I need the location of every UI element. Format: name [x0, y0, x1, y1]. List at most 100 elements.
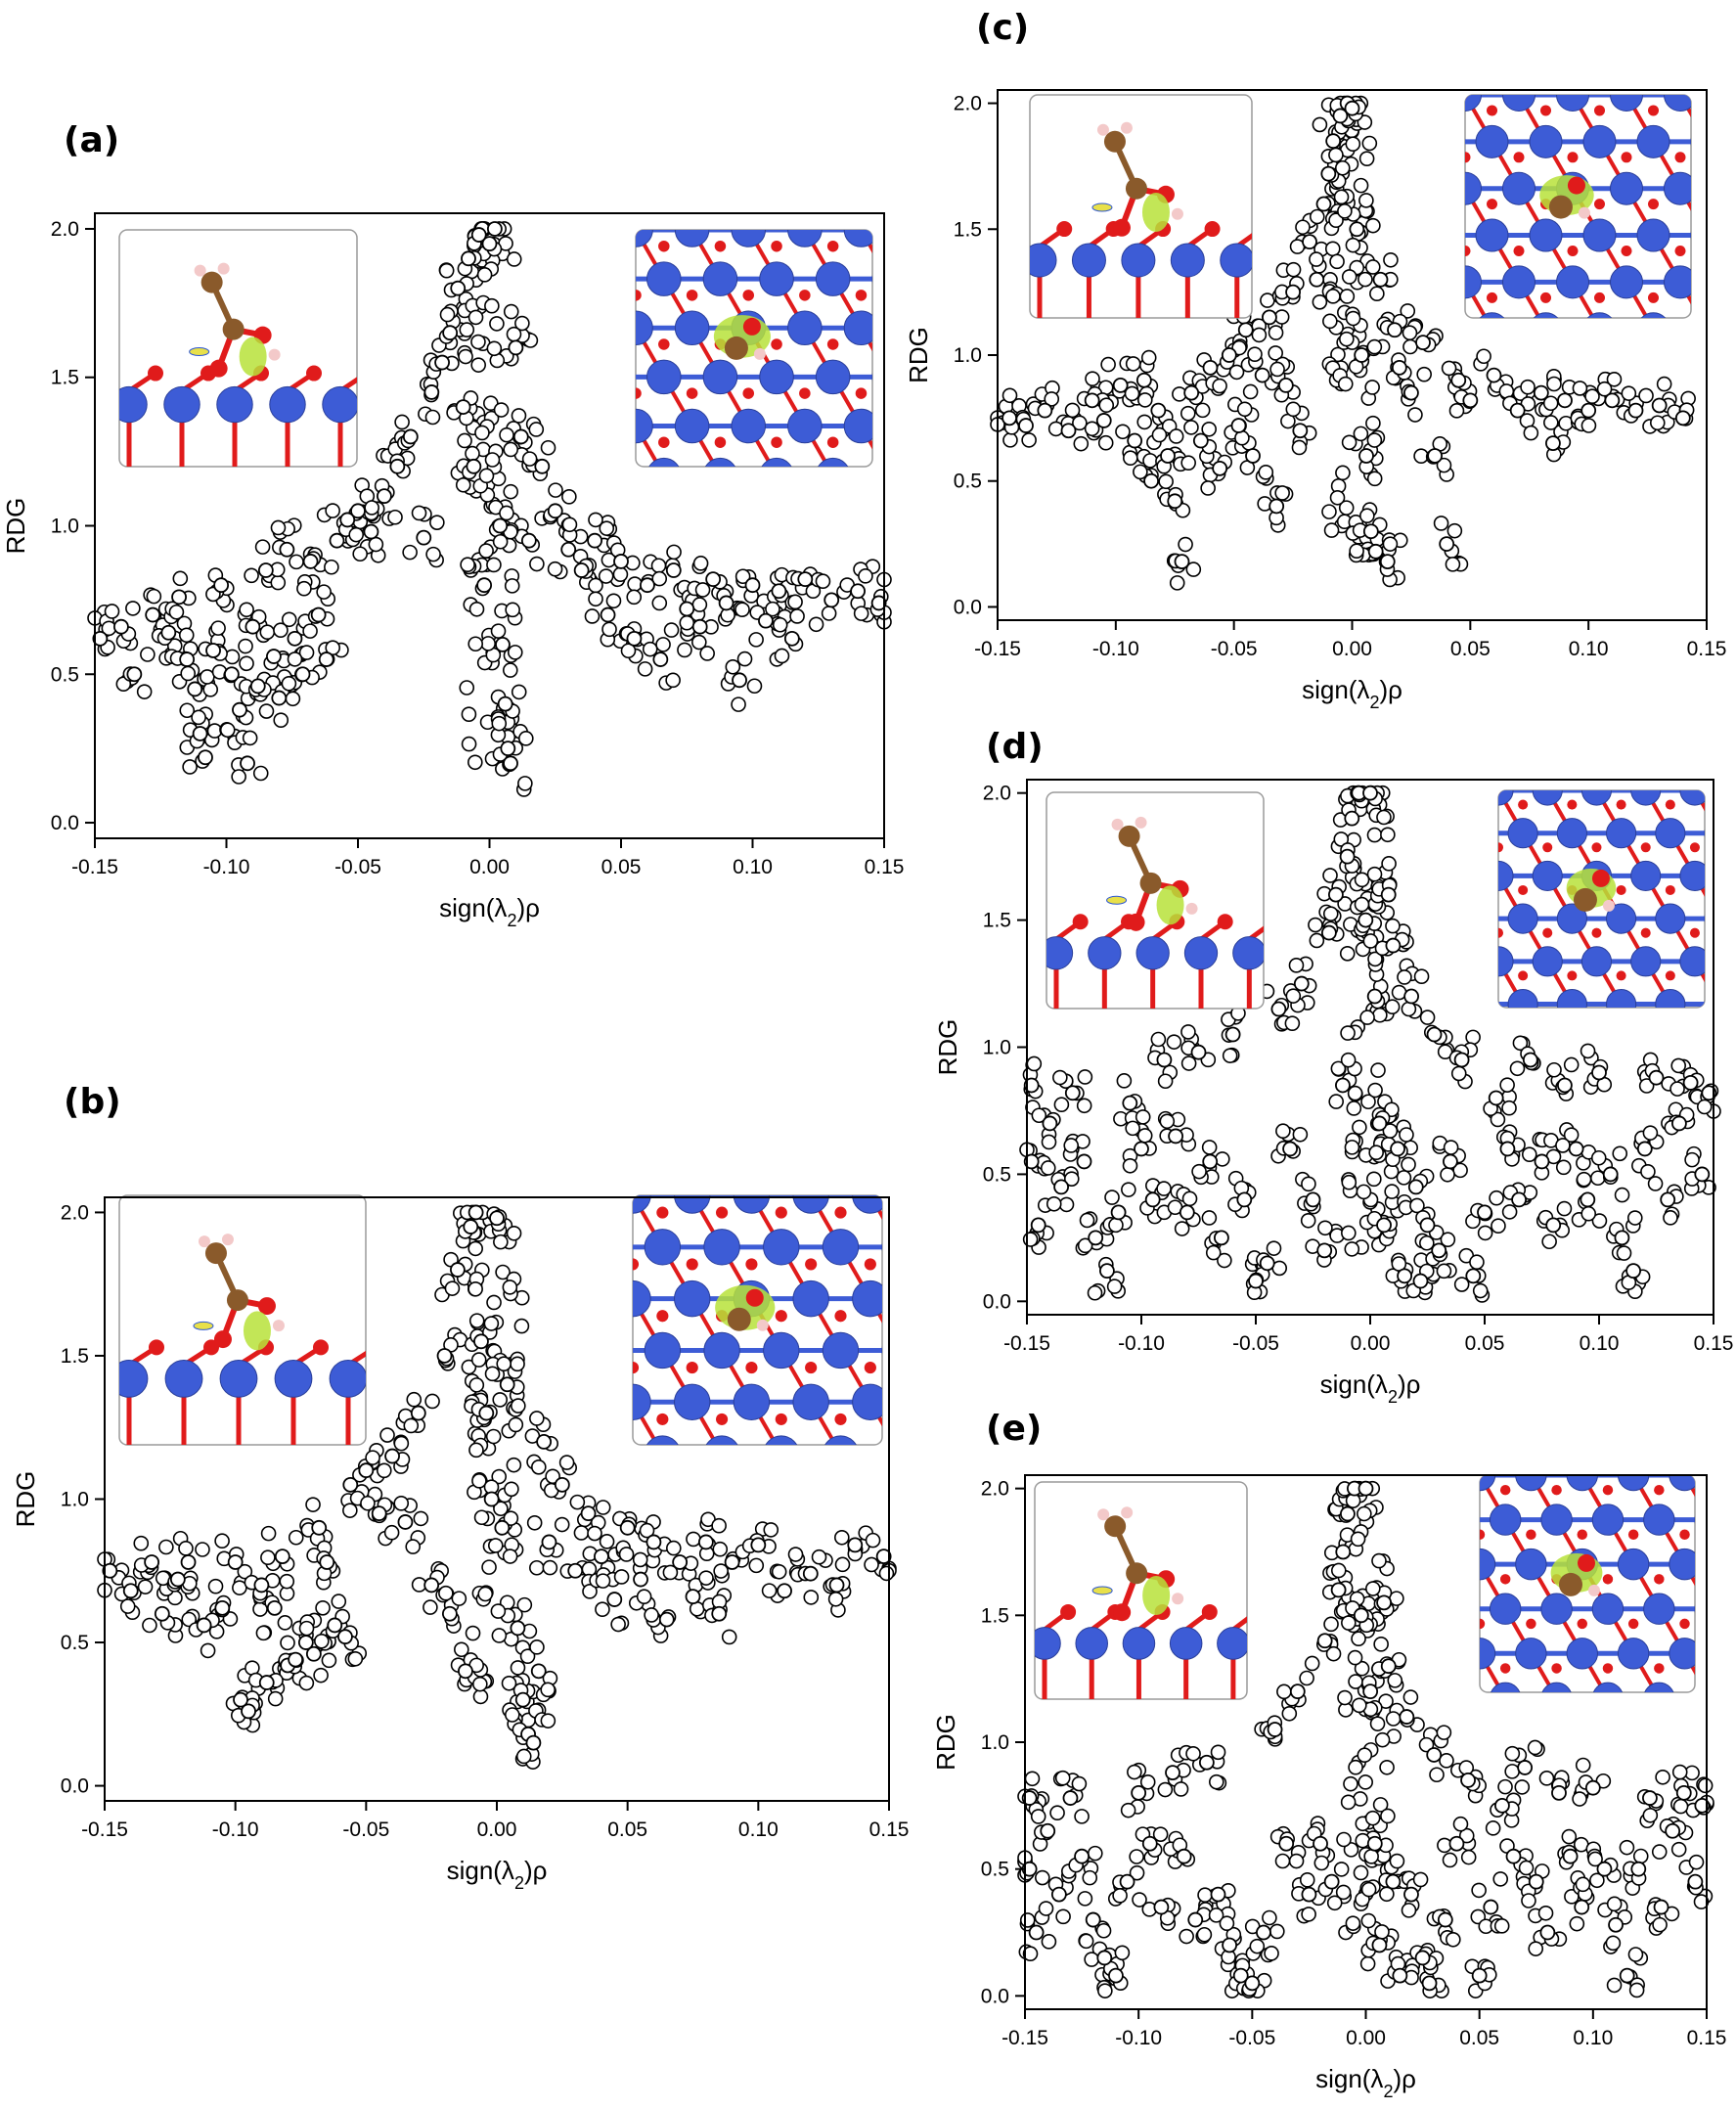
y-tick-label: 2.0: [983, 783, 1011, 805]
metal-atom: [1439, 1594, 1469, 1624]
metal-atom: [119, 385, 148, 424]
data-point: [350, 503, 366, 519]
metal-atom: [823, 1126, 858, 1161]
data-point: [237, 1563, 253, 1580]
oxygen-atom: [968, 387, 980, 399]
metal-atom: [1465, 171, 1482, 205]
oxygen-atom: [864, 1362, 876, 1374]
metal-atom: [1617, 1638, 1650, 1670]
metal-atom: [1556, 988, 1587, 1008]
data-point: [1448, 403, 1465, 419]
data-point: [1288, 958, 1305, 973]
metal-atom: [1075, 1627, 1108, 1660]
structure-inset-top: [556, 1126, 977, 1446]
data-point: [1485, 1820, 1501, 1836]
oxygen-atom: [834, 1206, 847, 1219]
data-point: [610, 1616, 626, 1633]
metal-atom: [1122, 1627, 1156, 1660]
data-point: [1282, 1141, 1298, 1157]
metal-atom: [1591, 1593, 1625, 1625]
data-point: [1183, 420, 1199, 435]
metal-atom: [759, 457, 794, 467]
y-tick-label: 1.0: [983, 1037, 1011, 1059]
data-point: [406, 1391, 423, 1408]
data-point: [490, 1603, 507, 1619]
oxygen-atom: [1526, 1708, 1536, 1718]
oxygen-atom: [1665, 970, 1675, 981]
hydrogen-atom: [1121, 1506, 1134, 1519]
data-point: [1380, 827, 1396, 843]
metal-atom: [633, 1195, 651, 1214]
data-point: [342, 1476, 359, 1493]
oxygen-atom: [687, 486, 698, 498]
oxygen-atom: [1296, 1604, 1312, 1620]
data-point: [1344, 810, 1360, 827]
oxygen-atom: [209, 359, 228, 378]
data-point: [402, 544, 418, 561]
data-point: [1258, 465, 1274, 480]
data-point: [1385, 918, 1401, 934]
hydrogen-atom: [1096, 123, 1109, 136]
data-point: [1385, 1711, 1402, 1727]
metal-atom: [556, 1178, 591, 1213]
metal-atom: [1636, 312, 1670, 318]
data-point: [492, 533, 509, 550]
oxygen-atom: [1594, 292, 1605, 303]
data-point: [503, 441, 519, 458]
data-point: [512, 428, 529, 445]
metal-atom: [942, 1126, 977, 1161]
data-point: [598, 568, 614, 584]
data-point: [171, 589, 187, 606]
data-point: [1042, 1115, 1058, 1132]
x-tick-label: 0.05: [607, 1818, 647, 1841]
data-point: [1605, 1935, 1622, 1952]
isosurface: [1156, 885, 1184, 925]
data-point: [363, 523, 379, 540]
data-point: [1030, 1809, 1046, 1824]
data-point: [1309, 251, 1324, 267]
data-point: [145, 606, 161, 623]
data-point: [1351, 1631, 1366, 1647]
oxygen-atom: [633, 1362, 640, 1374]
data-point: [494, 1519, 511, 1536]
data-point: [1021, 432, 1037, 448]
metal-atom: [1465, 95, 1482, 112]
bond: [1498, 790, 1500, 791]
data-point: [1365, 217, 1381, 234]
bond: [1546, 329, 1574, 376]
oxygen-atom: [1526, 1529, 1536, 1541]
data-point: [481, 236, 498, 252]
data-point: [1345, 310, 1361, 327]
data-point: [1187, 1911, 1204, 1928]
metal-atom: [1465, 265, 1482, 299]
oxygen-atom: [1679, 1440, 1689, 1450]
metal-atom: [1498, 860, 1514, 891]
data-point: [1696, 1099, 1713, 1115]
data-point: [1335, 465, 1351, 481]
data-point: [1221, 347, 1237, 363]
metal-atom: [815, 261, 851, 296]
data-point: [531, 1459, 547, 1475]
data-point: [1322, 906, 1339, 921]
bond: [900, 1144, 929, 1195]
metal-atom: [646, 261, 682, 296]
oxygen-atom: [1674, 246, 1686, 256]
carbon-atom: [200, 271, 223, 293]
data-point: [1087, 1284, 1103, 1301]
data-point: [255, 1625, 272, 1641]
data-point: [1038, 1901, 1054, 1916]
data-point: [1205, 1244, 1222, 1261]
data-point: [1215, 1151, 1230, 1167]
data-point: [1362, 785, 1378, 801]
data-point: [1412, 1273, 1429, 1289]
bond: [1708, 329, 1735, 376]
data-point: [496, 1356, 512, 1372]
oxygen-atom: [359, 366, 375, 382]
metal-atom: [645, 1126, 680, 1161]
oxygen-atom: [1591, 927, 1602, 938]
bond: [1557, 1698, 1582, 1743]
metal-atom: [1694, 1593, 1695, 1625]
data-point: [439, 306, 456, 323]
metal-atom: [216, 385, 253, 424]
data-point: [637, 661, 653, 677]
